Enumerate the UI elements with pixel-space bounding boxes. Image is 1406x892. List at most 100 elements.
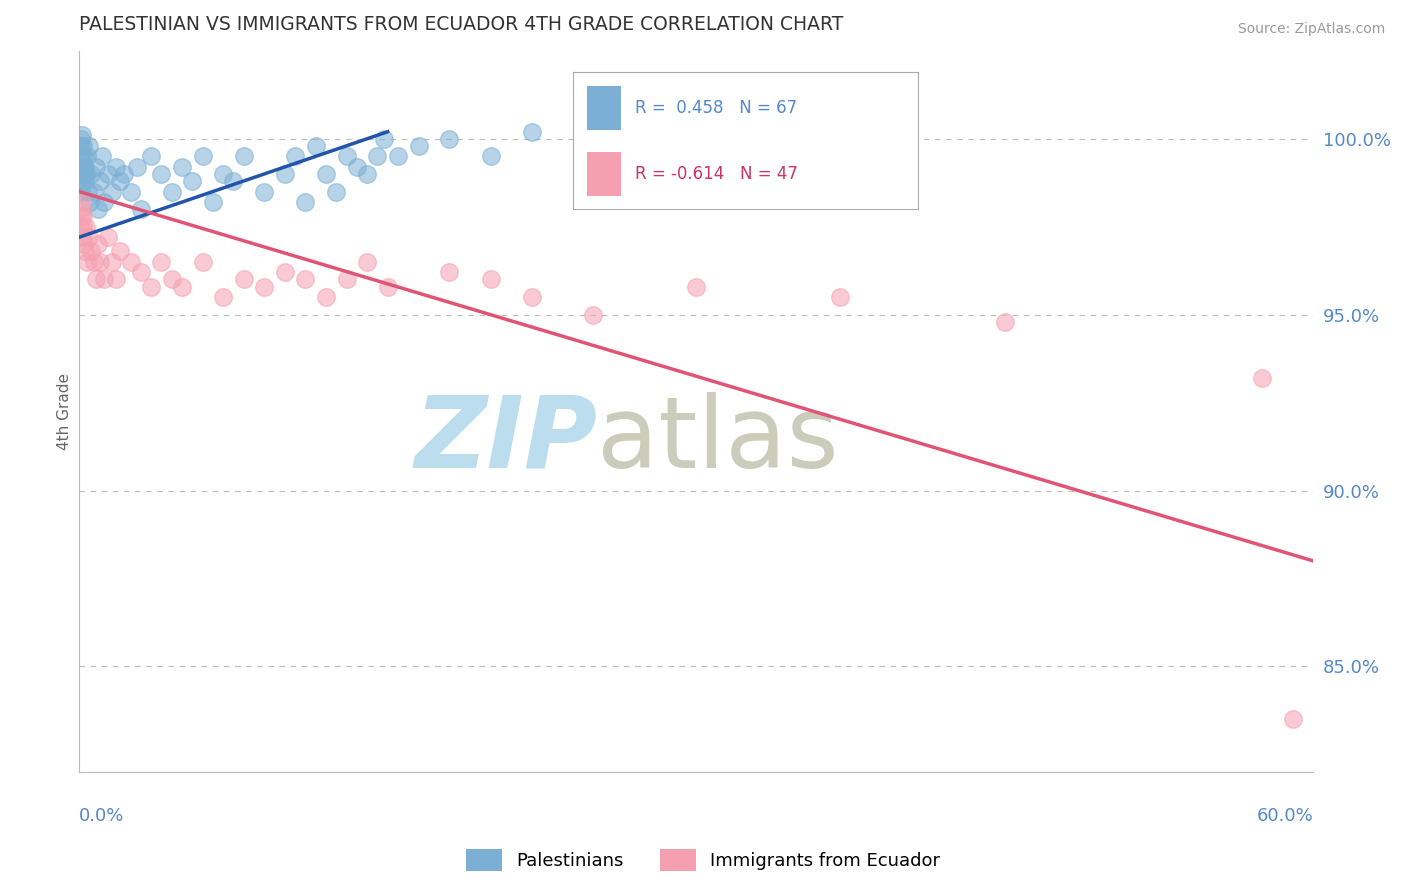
Point — [150, 167, 173, 181]
Point — [70, 230, 93, 244]
Point — [70, 195, 93, 210]
Point — [70, 149, 93, 163]
Point — [125, 160, 148, 174]
Point — [335, 149, 357, 163]
Point — [582, 308, 605, 322]
Point — [83, 255, 105, 269]
Point — [181, 174, 204, 188]
Text: atlas: atlas — [598, 392, 839, 489]
Point — [212, 290, 235, 304]
Point — [70, 167, 93, 181]
Point — [101, 185, 124, 199]
Point — [105, 160, 128, 174]
Point — [253, 185, 276, 199]
Point — [191, 255, 214, 269]
Point — [232, 149, 254, 163]
Point — [80, 244, 103, 259]
Point — [69, 149, 91, 163]
Text: ZIP: ZIP — [415, 392, 598, 489]
Point — [69, 219, 91, 234]
Legend: Palestinians, Immigrants from Ecuador: Palestinians, Immigrants from Ecuador — [458, 842, 948, 879]
Point — [520, 290, 543, 304]
Point — [346, 160, 368, 174]
Point — [70, 185, 93, 199]
Point — [201, 195, 224, 210]
Point — [70, 209, 93, 223]
Point — [75, 167, 97, 181]
Point — [408, 138, 430, 153]
Point — [73, 174, 96, 188]
Point — [75, 160, 97, 174]
Point — [73, 149, 96, 163]
Point — [335, 272, 357, 286]
Point — [105, 272, 128, 286]
Point — [120, 255, 142, 269]
Point — [72, 209, 94, 223]
Point — [139, 149, 162, 163]
Point — [93, 195, 115, 210]
Point — [439, 132, 461, 146]
Point — [150, 255, 173, 269]
Point — [284, 149, 307, 163]
Point — [366, 149, 388, 163]
Point — [520, 125, 543, 139]
Point — [83, 185, 105, 199]
Point — [72, 160, 94, 174]
Point — [706, 125, 728, 139]
Point — [387, 149, 409, 163]
Point — [356, 167, 378, 181]
Point — [439, 265, 461, 279]
Point — [191, 149, 214, 163]
Point — [70, 174, 93, 188]
Point — [170, 279, 193, 293]
Point — [830, 290, 852, 304]
Point — [84, 272, 107, 286]
Point — [787, 132, 810, 146]
Point — [120, 185, 142, 199]
Point — [994, 315, 1017, 329]
Point — [97, 230, 120, 244]
Text: PALESTINIAN VS IMMIGRANTS FROM ECUADOR 4TH GRADE CORRELATION CHART: PALESTINIAN VS IMMIGRANTS FROM ECUADOR 4… — [79, 15, 844, 34]
Point — [110, 174, 132, 188]
Point — [212, 167, 235, 181]
Point — [170, 160, 193, 174]
Point — [1281, 712, 1303, 726]
Point — [274, 265, 297, 279]
Point — [315, 167, 337, 181]
Point — [79, 138, 101, 153]
Point — [77, 185, 100, 199]
Point — [69, 160, 91, 174]
Point — [76, 149, 98, 163]
Point — [160, 185, 183, 199]
Point — [97, 167, 120, 181]
Point — [110, 244, 132, 259]
Point — [73, 237, 96, 252]
Point — [89, 255, 111, 269]
Point — [253, 279, 276, 293]
Point — [373, 132, 395, 146]
Point — [129, 265, 152, 279]
Point — [79, 195, 101, 210]
Point — [72, 219, 94, 234]
Point — [129, 202, 152, 216]
Point — [86, 202, 108, 216]
Text: 0.0%: 0.0% — [79, 807, 125, 825]
Point — [90, 149, 112, 163]
Point — [582, 132, 605, 146]
Point — [222, 174, 245, 188]
Y-axis label: 4th Grade: 4th Grade — [58, 373, 72, 450]
Point — [101, 255, 124, 269]
Point — [479, 272, 502, 286]
Point — [315, 290, 337, 304]
Point — [86, 237, 108, 252]
Point — [479, 149, 502, 163]
Point — [1250, 371, 1272, 385]
Point — [890, 149, 912, 163]
Point — [232, 272, 254, 286]
Point — [75, 219, 97, 234]
Point — [325, 185, 347, 199]
Point — [75, 244, 97, 259]
Point — [76, 255, 98, 269]
Point — [69, 202, 91, 216]
Point — [89, 174, 111, 188]
